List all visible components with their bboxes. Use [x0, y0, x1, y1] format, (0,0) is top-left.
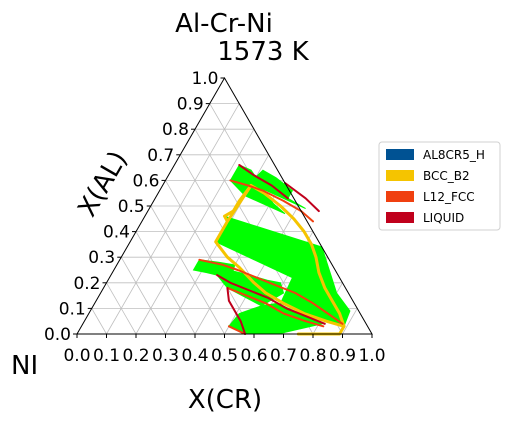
y-tick-label: 0.0 — [44, 325, 71, 345]
boundary-liquid-7 — [238, 164, 289, 200]
y-tick-label: 0.8 — [162, 120, 189, 140]
grid-line-ni — [165, 180, 255, 335]
legend-label-bcc-b2: BCC_B2 — [423, 169, 470, 183]
x-tick-label: 0.3 — [152, 346, 179, 366]
phase-boundaries — [198, 164, 346, 336]
x-tick-label: 0.1 — [93, 346, 120, 366]
boundary-bcc-b2-2 — [249, 184, 346, 328]
x-tick-label: 0.8 — [299, 346, 326, 366]
chart-subtitle: 1573 K — [217, 37, 309, 67]
legend-frame — [378, 141, 501, 231]
y-tick-label: 0.6 — [132, 171, 159, 191]
chart-title: Al-Cr-Ni — [175, 9, 273, 39]
grid-line-ni — [106, 282, 137, 335]
boundary-liquid-9 — [226, 286, 247, 335]
y-tick-label: 0.5 — [118, 197, 145, 217]
grid-line-ni — [91, 308, 107, 335]
x-tick-label: 0.4 — [181, 346, 208, 366]
boundary-liquid-8 — [284, 182, 320, 213]
legend: AL8CR5_H BCC_B2 L12_FCC LIQUID — [378, 141, 501, 231]
legend-swatch-liquid — [386, 212, 414, 223]
two-phase-region-6 — [192, 259, 236, 276]
y-tick-label: 0.2 — [73, 274, 100, 294]
x-tick-label: 0.7 — [270, 346, 297, 366]
legend-label-liquid: LIQUID — [423, 211, 464, 225]
y-tick-label: 1.0 — [191, 69, 218, 89]
grid-line-cr — [106, 103, 240, 335]
boundary-l12-fcc-3 — [229, 179, 314, 223]
x-tick-label: 1.0 — [358, 346, 385, 366]
x-tick-label: 0.2 — [122, 346, 149, 366]
y-tick-label: 0.9 — [177, 95, 204, 115]
x-tick-label: 0.0 — [63, 346, 90, 366]
x-tick-label: 0.5 — [211, 346, 238, 366]
legend-label-al8cr5-h: AL8CR5_H — [423, 148, 485, 162]
legend-swatch-l12-fcc — [386, 191, 414, 202]
corner-label: NI — [11, 351, 38, 381]
legend-swatch-bcc-b2 — [386, 170, 414, 181]
grid-line-cr — [342, 308, 358, 335]
grid-line-ni — [135, 231, 196, 335]
y-tick-label: 0.4 — [103, 223, 130, 243]
grid-line-ni — [120, 257, 166, 335]
y-tick-label: 0.3 — [88, 248, 115, 268]
x-tick-labels: 0.0 0.1 0.2 0.3 0.4 0.5 0.6 0.7 0.8 0.9 1.0 — [63, 334, 386, 366]
boundary-l12-fcc-4 — [198, 258, 344, 325]
grid-line-ni — [150, 205, 225, 335]
boundary-liquid-10 — [216, 274, 326, 325]
y-tick-label: 0.7 — [147, 146, 174, 166]
x-tick-label: 0.6 — [240, 346, 267, 366]
x-axis-label: X(CR) — [188, 385, 262, 415]
y-tick-label: 0.1 — [59, 299, 86, 319]
boundary-l12-fcc-6 — [226, 286, 325, 328]
boundary-l12-fcc-5 — [227, 325, 247, 335]
legend-label-l12-fcc: L12_FCC — [423, 190, 475, 204]
x-tick-label: 0.9 — [329, 346, 356, 366]
y-tick-labels: 0.0 0.1 0.2 0.3 0.4 0.5 0.6 0.7 0.8 0.9 1.0 — [44, 69, 225, 345]
legend-swatch-al8cr5-h — [386, 149, 414, 160]
